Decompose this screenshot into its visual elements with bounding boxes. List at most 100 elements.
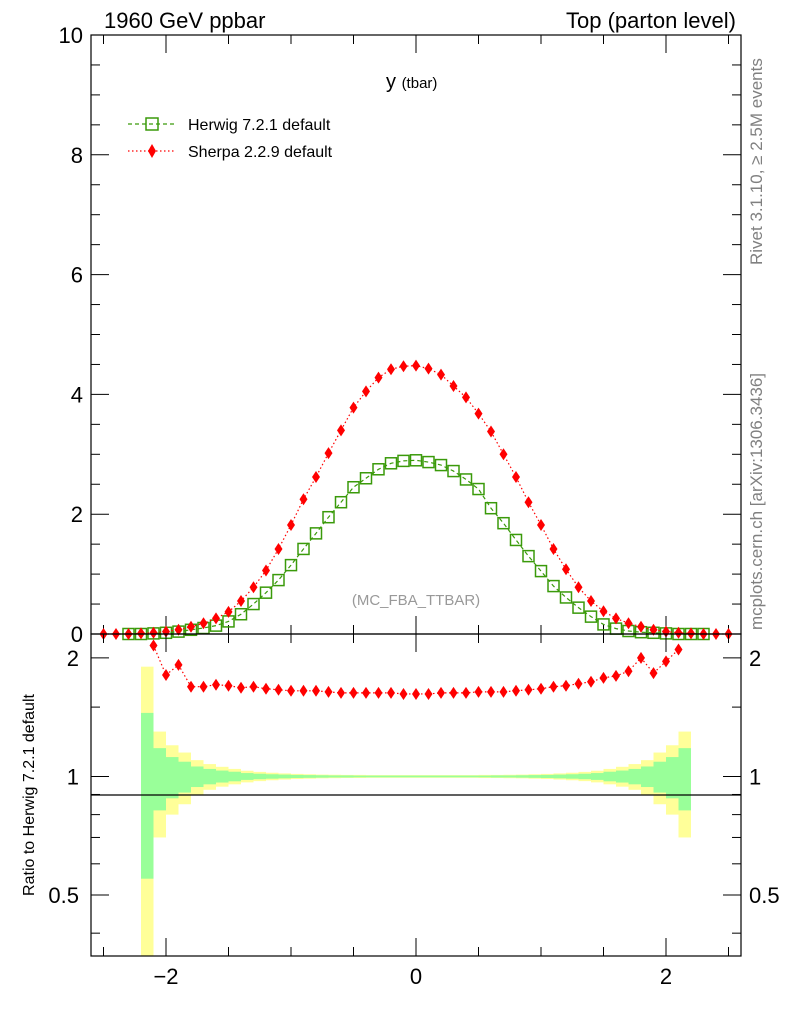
band-inner-bin [366,775,379,778]
herwig-point [509,533,523,547]
band-inner-bin [591,773,604,780]
analysis-annotation: (MC_FBA_TTBAR) [352,592,480,609]
herwig-point [347,480,360,494]
sherpa-point [212,612,220,625]
ratio-sherpa-point [224,679,233,692]
band-inner-bin [253,773,266,780]
herwig-point [459,473,473,486]
band-inner-bin [441,775,454,778]
herwig-point [484,501,498,515]
herwig-point [397,454,410,468]
ratio-sherpa-point [537,682,545,695]
ratio-sherpa-point [624,665,633,678]
ratio-sherpa-point [399,687,408,700]
band-inner-bin [403,775,416,778]
main-ytick-label: 0 [71,622,83,647]
sherpa-point [674,626,683,639]
band-inner-bin [478,775,491,778]
sherpa-point [499,448,508,461]
ratio-ylabel: Ratio to Herwig 7.2.1 default [21,694,38,896]
herwig-point [359,472,373,485]
ratio-sherpa-point [524,683,533,696]
sherpa-point [437,368,445,381]
sherpa-point [299,493,308,506]
main-ytick-label: 10 [59,23,83,48]
legend-sherpa-marker [148,144,156,158]
herwig-point [234,607,248,621]
band-inner-bin [678,748,691,811]
sherpa-point [637,620,645,633]
band-inner-bin [203,768,216,785]
ratio-sherpa-point [662,655,670,668]
sherpa-point [424,362,433,375]
band-inner-bin [303,775,316,778]
rivet-label: Rivet 3.1.10, ≥ 2.5M events [747,58,766,265]
band-inner-bin [641,766,654,788]
ratio-sherpa-point [649,667,658,680]
band-inner-bin [553,774,566,779]
herwig-point [272,573,285,587]
sherpa-point [249,581,258,594]
ratio-sherpa-point [487,685,495,698]
band-inner-bin [603,771,616,782]
mcplots-label: mcplots.cern.ch [arXiv:1306.3436] [747,373,766,630]
herwig-point [384,457,398,470]
sherpa-point [562,563,570,576]
band-inner-bin [153,748,166,811]
sherpa-point [462,391,470,404]
ratio-axis-ticks: 0.5 0.5 1 1 2 2 −2 0 2 [48,634,780,989]
band-inner-bin [241,773,254,780]
band-inner-bin [416,775,429,778]
sherpa-point [449,380,458,393]
sherpa-point [287,518,295,531]
ratio-sherpa-point [449,686,458,699]
band-inner-bin [316,775,329,778]
sherpa-point [337,424,345,437]
sherpa-point [149,626,158,639]
herwig-point [409,454,423,467]
sherpa-point [524,496,533,509]
ratio-sherpa-point [512,684,520,697]
sherpa-point [587,595,595,608]
sherpa-point [174,623,183,636]
band-inner-bin [378,775,391,778]
band-inner-bin [453,775,466,778]
herwig-point [572,601,585,614]
ratio-sherpa-point [499,685,508,698]
band-inner-bin [516,775,529,778]
herwig-point [559,591,573,604]
ratio-sherpa-point [274,683,283,696]
header-left: 1960 GeV ppbar [104,8,265,33]
ratio-sherpa-point [387,686,395,699]
ratio-sherpa-point [587,675,595,688]
ratio-frame [90,633,742,957]
sherpa-point [487,425,495,438]
ratio-panel: 0.5 0.5 1 1 2 2 −2 0 2 Ratio to Herwig 7.2.1 def… [21,633,780,989]
ratio-ytick-label-right: 2 [749,646,761,671]
herwig-line [128,459,704,635]
herwig-point [472,482,485,496]
sherpa-point [349,401,358,414]
band-inner-bin [278,774,291,779]
sherpa-point [199,617,208,630]
sherpa-point [274,542,283,555]
ratio-sherpa-point [599,671,608,684]
sherpa-point [237,595,245,608]
ratio-xtick-label: 0 [410,964,422,989]
ratio-sherpa-point [199,680,208,693]
band-inner-bin [428,775,441,778]
ratio-sherpa-point [574,677,583,690]
sherpa-point [224,605,233,618]
main-title: y (tbar) [386,71,437,93]
ratio-sherpa-point [374,686,383,699]
sherpa-point [624,617,633,630]
sherpa-point [599,605,608,618]
ratio-ytick-label-right: 0.5 [749,883,780,908]
band-inner-bin [541,774,554,778]
ratio-sherpa-point [474,685,483,698]
band-inner-bin [166,757,179,799]
legend: Herwig 7.2.1 default Sherpa 2.2.9 defaul… [128,117,333,161]
herwig-point [297,542,310,556]
sherpa-point [537,518,545,531]
